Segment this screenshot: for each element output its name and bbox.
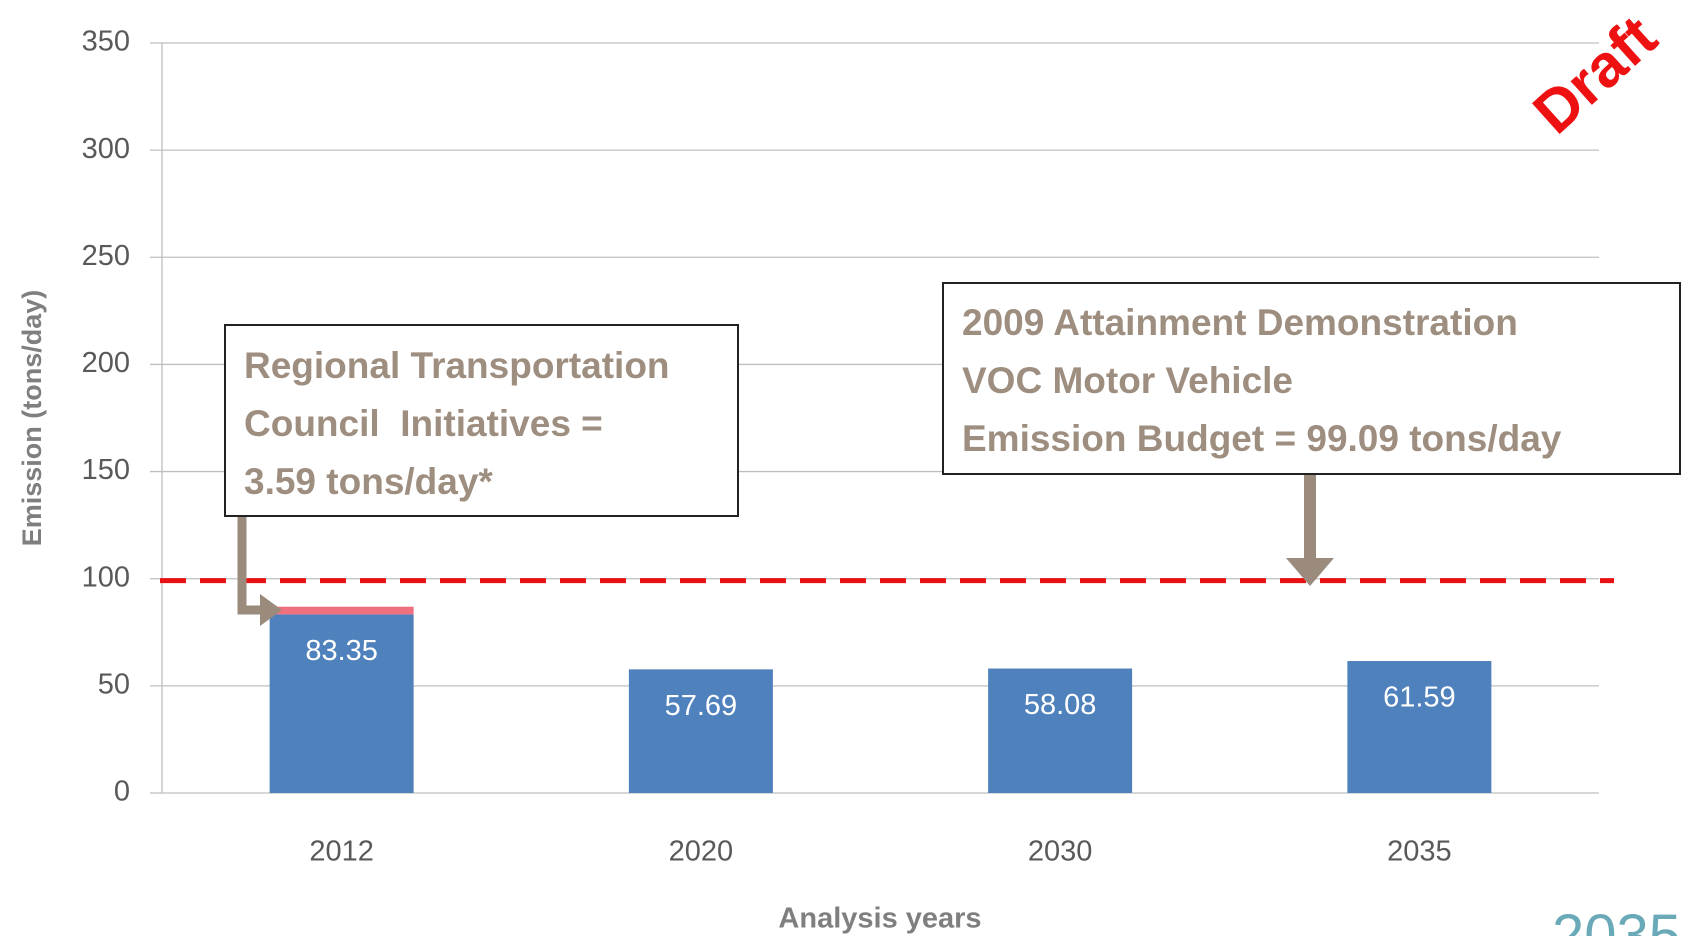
data-label: 57.69 [665, 690, 738, 722]
data-label: 58.08 [1024, 689, 1097, 721]
x-tick-label: 2020 [669, 836, 734, 868]
annotation-arrow [237, 516, 262, 615]
y-tick-label: 100 [82, 561, 130, 593]
y-tick-label: 200 [82, 347, 130, 379]
y-tick-label: 50 [98, 669, 130, 701]
arrow-head [1286, 558, 1334, 586]
annotation-text: 3.59 tons/day* [244, 461, 493, 502]
x-tick-label: 2030 [1028, 836, 1093, 868]
annotation-box [224, 324, 739, 517]
arrow-head [260, 594, 282, 626]
y-tick-label: 350 [82, 26, 130, 58]
annotation-text: 2009 Attainment Demonstration [962, 302, 1518, 343]
annotation-box [942, 282, 1681, 475]
y-tick-label: 0 [114, 776, 130, 808]
x-tick-label: 2035 [1387, 836, 1452, 868]
bar-segment [988, 668, 1133, 793]
y-tick-label: 150 [82, 454, 130, 486]
x-tick-label: 2012 [309, 836, 374, 868]
bar-segment [628, 669, 773, 793]
annotation-text: Regional Transportation [244, 345, 670, 386]
annotation-text: Emission Budget = 99.09 tons/day [962, 418, 1562, 459]
y-tick-label: 300 [82, 133, 130, 165]
data-label: 61.59 [1383, 682, 1456, 714]
x-axis-label: Analysis years [778, 903, 981, 935]
y-tick-label: 250 [82, 240, 130, 272]
data-label: 83.35 [305, 635, 378, 667]
bar-segment [269, 606, 414, 615]
logo: 2035 [1552, 903, 1681, 936]
annotation-text: VOC Motor Vehicle [962, 360, 1293, 401]
annotation-text: Council Initiatives = [244, 403, 603, 444]
draft-stamp: Draft [1520, 3, 1669, 146]
bar-segment [269, 614, 414, 793]
bar-segment [1347, 661, 1492, 793]
y-axis-label: Emission (tons/day) [17, 290, 47, 547]
